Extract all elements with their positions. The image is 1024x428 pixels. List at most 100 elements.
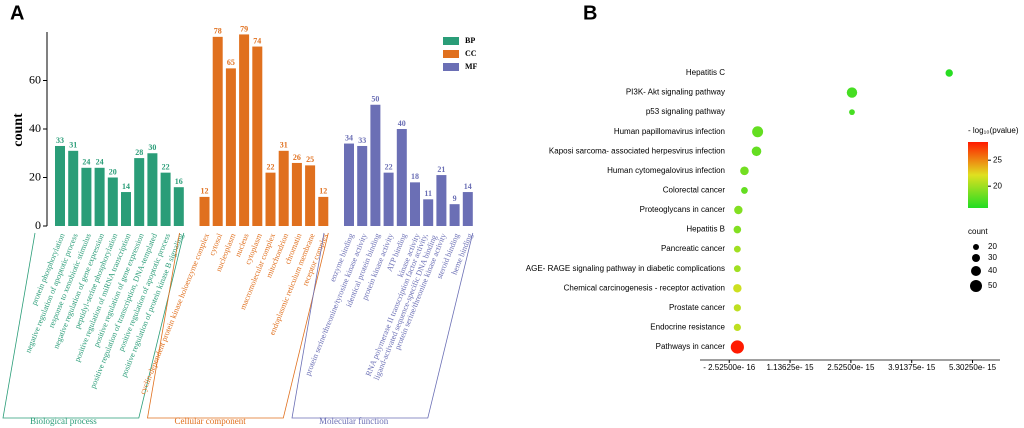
legend-swatch: [443, 50, 459, 58]
colorbar-tick-label: 25: [993, 155, 1002, 164]
x-tick-label: 1.13625e- 15: [766, 363, 814, 372]
value-label: 11: [424, 189, 432, 198]
y-tick-label: Hepatitis C: [686, 68, 725, 77]
legend-swatch: [443, 37, 459, 45]
group-bracket: [2, 232, 185, 419]
legend-label: CC: [465, 49, 477, 58]
bar: [94, 167, 105, 226]
value-label: 30: [148, 143, 156, 152]
bar: [199, 196, 210, 226]
size-legend-title: count: [968, 227, 988, 236]
bar: [239, 34, 250, 226]
value-label: 9: [453, 194, 457, 203]
point: [733, 245, 741, 253]
legend-label: BP: [465, 36, 475, 45]
value-label: 22: [385, 162, 393, 171]
value-label: 26: [293, 153, 301, 162]
value-label: 33: [56, 136, 64, 145]
size-legend-label: 50: [988, 281, 997, 290]
group-label: Cellular component: [175, 416, 247, 426]
size-legend-dot: [972, 254, 980, 262]
y-tick-label: Colorectal cancer: [663, 186, 726, 195]
x-tick-label: 2.52500e- 15: [827, 363, 875, 372]
bar: [107, 177, 118, 226]
bar: [278, 150, 289, 226]
value-label: 22: [267, 162, 275, 171]
group-bracket: [147, 232, 329, 419]
value-label: 24: [82, 158, 90, 167]
y-tick-label: Kaposi sarcoma- associated herpesvirus i…: [549, 146, 725, 155]
value-label: 40: [398, 119, 406, 128]
bar: [55, 145, 65, 226]
y-tick-label: Proteoglycans in cancer: [640, 205, 726, 214]
y-tick-label: Chemical carcinogenesis - receptor activ…: [564, 283, 725, 292]
value-label: 20: [109, 167, 117, 176]
point: [733, 323, 741, 332]
value-label: 74: [253, 36, 261, 45]
point: [733, 225, 742, 234]
point: [730, 340, 744, 354]
panel-letter: B: [583, 2, 597, 24]
point: [734, 205, 743, 215]
point: [733, 284, 742, 293]
bar: [462, 192, 473, 226]
group-label: Molecular function: [319, 416, 389, 426]
bar: [173, 187, 184, 226]
point: [740, 166, 749, 176]
bar: [134, 158, 145, 226]
value-label: 12: [201, 187, 209, 196]
y-tick-label: Endocrine resistance: [650, 323, 725, 332]
size-legend-dot: [971, 266, 981, 276]
value-label: 78: [214, 27, 222, 36]
x-tick-label: 3.91375e- 15: [888, 363, 936, 372]
value-label: 34: [345, 133, 353, 142]
bar: [147, 153, 158, 226]
point: [733, 304, 741, 312]
y-tick-label: Human papillomavirus infection: [614, 127, 725, 136]
group-label: Biological process: [30, 416, 97, 426]
bar: [436, 175, 447, 226]
value-label: 16: [175, 177, 183, 186]
bar: [305, 165, 316, 226]
value-label: 12: [319, 187, 327, 196]
y-tick-label: 60: [29, 72, 41, 86]
y-tick-label: Human cytomegalovirus infection: [607, 166, 725, 175]
y-tick-label: Pathways in cancer: [656, 342, 726, 351]
point: [741, 187, 748, 194]
bar: [370, 104, 381, 226]
value-label: 14: [122, 182, 130, 191]
panel-letter: A: [10, 2, 24, 24]
bar: [121, 192, 131, 226]
y-tick-label: Hepatitis B: [686, 225, 725, 234]
bar: [252, 46, 263, 226]
x-tick-label: - 2.52500e- 16: [703, 363, 756, 372]
value-label: 65: [227, 58, 235, 67]
bar: [81, 167, 92, 226]
bar: [357, 145, 368, 226]
legend-label: MF: [465, 62, 478, 71]
y-tick-label: 0: [35, 218, 41, 232]
size-legend-label: 40: [988, 266, 997, 275]
size-legend-dot: [973, 244, 979, 250]
colorbar-tick-label: 20: [993, 181, 1002, 190]
x-tick-label: 5.30250e- 15: [949, 363, 997, 372]
value-label: 50: [371, 95, 379, 104]
point: [849, 109, 855, 116]
value-label: 31: [280, 141, 288, 150]
bar: [410, 182, 420, 226]
bar: [212, 36, 223, 226]
bar: [318, 196, 329, 226]
colorbar: [968, 142, 988, 208]
bar: [291, 162, 302, 226]
bar: [344, 143, 354, 226]
y-tick-label: 20: [29, 169, 41, 183]
value-label: 28: [135, 148, 143, 157]
value-label: 22: [162, 162, 170, 171]
bar: [423, 199, 434, 226]
value-label: 18: [411, 172, 419, 181]
y-tick-label: Pancreatic cancer: [661, 244, 725, 253]
y-tick-label: AGE- RAGE signaling pathway in diabetic …: [526, 264, 725, 273]
y-axis-label: count: [11, 113, 26, 147]
bar: [225, 68, 236, 226]
